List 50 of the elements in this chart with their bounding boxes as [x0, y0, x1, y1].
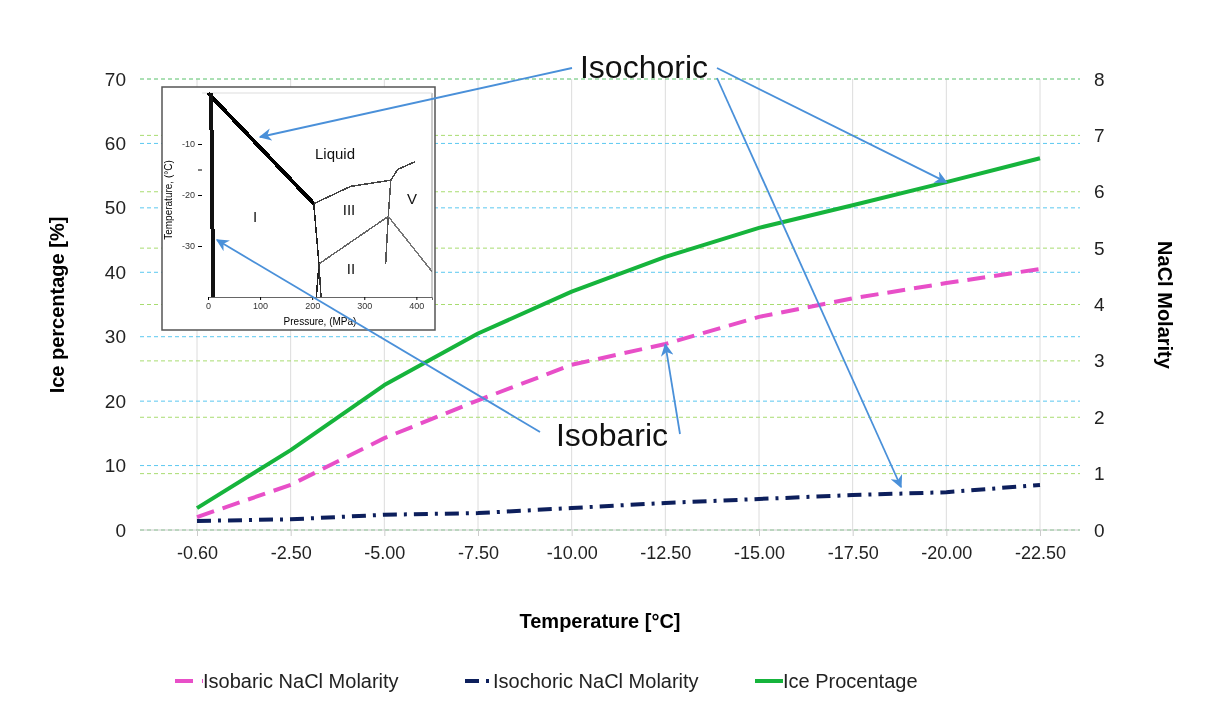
- x-axis-title: Pressure, (MPa): [283, 316, 357, 327]
- x-tick-label: 0: [205, 301, 212, 312]
- y2-tick-label: 1: [1094, 463, 1105, 485]
- annotation: II: [346, 259, 356, 277]
- x-tick-label: -15.00: [733, 542, 786, 563]
- legend-label: Isobaric NaCl Molarity: [203, 670, 399, 692]
- annotation: Isobaric: [555, 417, 669, 453]
- x-tick-label: -0.60: [176, 542, 219, 563]
- annotation: Isochoric: [579, 49, 709, 85]
- y2-tick-label: 2: [1094, 406, 1105, 428]
- y-tick-label: -30: [181, 241, 195, 252]
- y-tick-label: 40: [104, 261, 126, 283]
- x-tick-label: 100: [253, 301, 269, 312]
- y2-tick-label: 4: [1094, 294, 1105, 316]
- y2-tick-label: 5: [1094, 237, 1105, 259]
- y-axis-title: Temperature, (°C): [163, 160, 174, 240]
- x-tick-label: -17.50: [827, 542, 879, 563]
- y2-tick-label: 7: [1094, 124, 1105, 146]
- x-tick-label: 400: [409, 301, 425, 312]
- y-tick-label: 50: [104, 197, 126, 219]
- x-tick-label: -7.50: [457, 542, 500, 563]
- y-tick-label: 70: [104, 68, 126, 90]
- annotation: III: [342, 200, 356, 218]
- x-tick-label: 300: [357, 301, 373, 312]
- y-tick-label: 60: [104, 133, 126, 155]
- legend-label: Isochoric NaCl Molarity: [493, 670, 699, 692]
- x-tick-label: -20.00: [921, 542, 973, 563]
- x-axis-title: Temperature [°C]: [519, 610, 681, 632]
- y2-tick-label: 6: [1094, 181, 1105, 203]
- legend-label: Ice Procentage: [783, 670, 918, 692]
- y-tick-label: 30: [104, 326, 126, 348]
- annotation: V: [406, 189, 418, 207]
- annotation: I: [252, 207, 258, 225]
- y-tick-label: 10: [104, 455, 126, 477]
- y2-axis-title: NaCl Molarity: [1154, 241, 1176, 370]
- x-tick-label: 200: [305, 301, 321, 312]
- y2-tick-label: 0: [1094, 519, 1105, 541]
- x-tick-label: -10.00: [546, 542, 598, 563]
- y-axis-title: Ice percentage [%]: [46, 216, 68, 394]
- y-tick-label: 0: [115, 519, 126, 541]
- y-tick-label: -10: [181, 139, 195, 150]
- y2-tick-label: 8: [1094, 68, 1105, 90]
- x-tick-label: -2.50: [270, 542, 312, 563]
- x-tick-label: -22.50: [1014, 542, 1067, 563]
- x-tick-label: -5.00: [364, 542, 406, 563]
- y2-tick-label: 3: [1094, 350, 1105, 372]
- y-tick-label: 20: [104, 390, 126, 412]
- annotation: Liquid: [314, 144, 356, 162]
- y-tick-label: -20: [181, 190, 195, 201]
- x-tick-label: -12.50: [640, 542, 692, 563]
